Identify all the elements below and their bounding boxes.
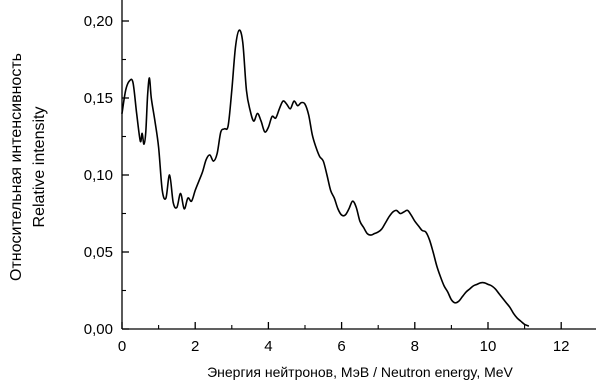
x-tick-label: 12	[553, 338, 570, 355]
x-tick-label: 2	[191, 338, 199, 355]
y-tick-label: 0,15	[84, 90, 113, 107]
y-tick-label: 0,00	[84, 321, 113, 338]
x-axis-title: Энергия нейтронов, МэВ / Neutron energy,…	[207, 364, 513, 380]
x-tick-label: 10	[480, 338, 497, 355]
axes	[121, 0, 596, 330]
y-tick-label: 0,05	[84, 244, 113, 261]
tick-labels: 0 2 4 6 8 10 12 0,00 0,05 0,10 0,15 0,20	[84, 13, 570, 355]
y-tick-label: 0,20	[84, 13, 113, 30]
x-tick-label: 8	[411, 338, 419, 355]
y-axis-title: Относительная интенсивность Relative int…	[8, 53, 48, 281]
y-tick-label: 0,10	[84, 167, 113, 184]
y-axis-title-ru: Относительная интенсивность	[8, 53, 25, 281]
x-tick-label: 4	[264, 338, 272, 355]
x-tick-label: 0	[118, 338, 126, 355]
intensity-series-line	[121, 29, 530, 327]
x-tick-label: 6	[337, 338, 345, 355]
ticks	[121, 20, 562, 330]
y-axis-title-en: Relative intensity	[31, 107, 48, 228]
